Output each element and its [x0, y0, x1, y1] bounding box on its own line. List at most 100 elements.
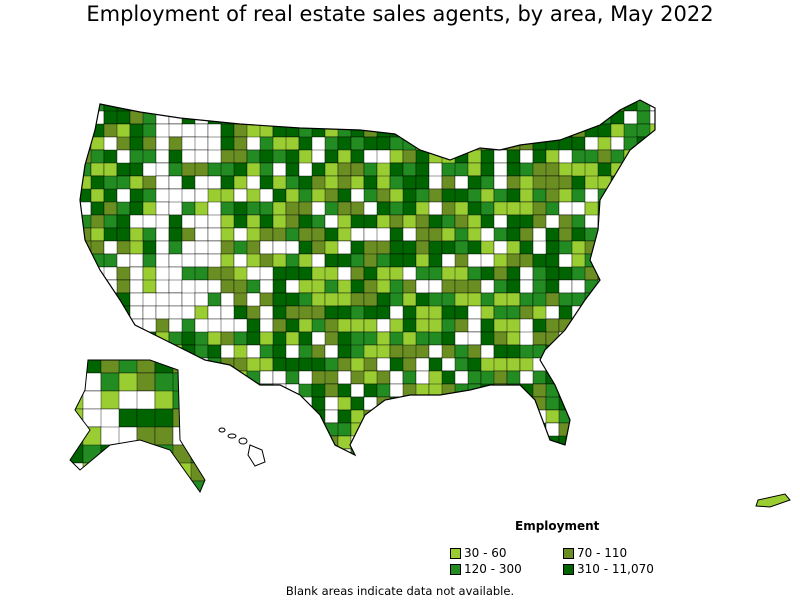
legend-item: 310 - 11,070 [563, 562, 654, 576]
map-area [428, 214, 443, 229]
map-area [610, 370, 625, 385]
map-area [172, 408, 192, 428]
map-area [324, 100, 352, 112]
map-area [155, 175, 170, 190]
map-area [233, 149, 248, 164]
map-area [363, 383, 378, 398]
map-area [480, 100, 508, 125]
map-area [298, 422, 313, 450]
map-area [454, 409, 482, 424]
map-area [623, 448, 638, 455]
map-area [636, 162, 651, 177]
map-area [259, 100, 274, 125]
map-area [272, 396, 300, 411]
map-area [597, 279, 612, 307]
map-area [181, 331, 196, 346]
map-area [623, 331, 638, 346]
map-area [220, 409, 235, 424]
map-area [311, 149, 326, 164]
map-area [298, 110, 326, 125]
map-area [337, 240, 352, 255]
map-area [610, 227, 625, 255]
map-area [376, 188, 391, 203]
map-area [246, 100, 274, 125]
map-area [649, 253, 655, 268]
map-area [428, 396, 456, 411]
map-area [116, 201, 131, 216]
map-area [207, 331, 222, 346]
map-area [519, 409, 534, 424]
map-area [415, 396, 443, 424]
map-area [207, 100, 222, 112]
map-area [467, 435, 495, 450]
map-area [480, 422, 508, 437]
map-area [272, 422, 287, 450]
map-area [623, 396, 651, 424]
map-area [415, 100, 443, 112]
map-area [118, 462, 156, 482]
map-area [415, 175, 430, 190]
map-area [571, 448, 586, 455]
map-area [519, 149, 534, 164]
map-area [506, 305, 521, 320]
map-area [571, 318, 599, 333]
map-area [233, 175, 248, 190]
map-area [298, 409, 313, 437]
map-area [545, 100, 560, 112]
map-area [207, 383, 222, 398]
map-area [233, 409, 248, 437]
map-area [90, 292, 118, 307]
map-area [584, 396, 599, 411]
map-area [649, 370, 655, 385]
map-area [116, 448, 144, 455]
map-area [272, 279, 287, 294]
map-area [649, 188, 655, 216]
map-area [493, 331, 508, 346]
map-area [116, 162, 131, 177]
map-area [259, 422, 287, 437]
map-area [597, 240, 625, 268]
map-area [428, 123, 456, 151]
map-area [623, 318, 638, 333]
map-area [636, 357, 651, 372]
map-area [298, 396, 313, 411]
map-area [519, 123, 547, 138]
map-area [584, 344, 612, 359]
map-area [610, 331, 625, 359]
map-area [259, 409, 287, 437]
legend-swatch [450, 547, 461, 559]
map-area [376, 448, 391, 455]
legend-item: 70 - 110 [563, 546, 627, 560]
map-area [181, 422, 196, 437]
map-area [532, 396, 547, 411]
map-area [441, 422, 456, 450]
map-area [467, 409, 482, 437]
map-area [118, 408, 138, 428]
map-area [350, 292, 365, 307]
map-area [558, 318, 586, 333]
map-area [441, 409, 469, 424]
map-area [558, 435, 586, 455]
map-area [70, 480, 84, 492]
map-area [428, 448, 443, 455]
map-area [506, 344, 521, 359]
map-area [597, 409, 625, 437]
map-area [155, 100, 183, 112]
map-area [350, 253, 365, 268]
map-area [636, 318, 651, 346]
map-area [454, 136, 469, 151]
map-area [80, 110, 92, 138]
map-area [610, 136, 625, 151]
map-area [428, 110, 456, 138]
map-area [337, 162, 352, 177]
map-area [337, 344, 352, 359]
map-area [363, 409, 391, 437]
map-area [207, 214, 222, 229]
map-area [80, 266, 92, 294]
map-area [324, 253, 339, 268]
map-area [467, 396, 482, 424]
map-area [649, 409, 655, 437]
map-area [532, 448, 560, 455]
map-area [571, 305, 599, 333]
map-area [181, 201, 196, 216]
